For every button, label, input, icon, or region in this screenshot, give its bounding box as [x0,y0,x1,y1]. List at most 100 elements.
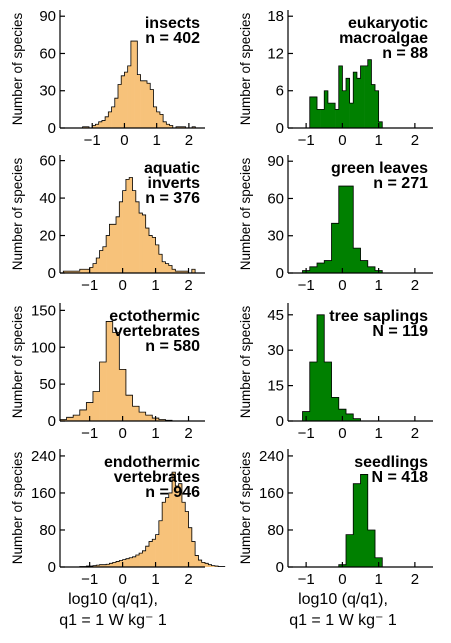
histogram-bar [98,121,103,128]
panel-6: 0 80 160 240 −1 0 1 2 Number of species endotherm… [10,448,226,588]
histogram-bar [360,260,369,273]
x-tick-label: −1 [81,425,98,442]
histogram-bar [96,258,100,273]
x-tick-label: 0 [118,277,126,294]
y-tick-label: 45 [267,307,284,324]
histogram-bar [158,419,166,421]
histogram-bar [181,502,186,567]
panel-label: n = 271 [373,175,428,192]
x-tick-label: 1 [151,277,159,294]
histogram-bar [331,397,340,421]
histogram-bar [178,483,183,567]
y-tick-label: 30 [267,342,284,359]
histogram-bar [92,565,97,567]
x-tick-label: 0 [120,132,128,149]
y-axis-label: Number of species [238,305,253,418]
histogram-bar [96,565,100,567]
histogram-bar [82,126,87,128]
histogram-bar [367,529,376,567]
histogram-bar [86,269,90,273]
panel-label: n = 402 [145,30,200,47]
panel-label: aquatic [144,160,200,177]
histogram-bar [63,271,67,273]
y-tick-label: 18 [267,8,284,25]
histogram-bar [135,201,140,273]
y-tick-label: 12 [267,45,284,62]
histogram-bar [79,269,84,273]
histogram-bar [66,417,74,421]
x-tick-label: 2 [411,425,419,442]
histogram-bar [69,271,74,273]
histogram-bar [169,125,174,128]
histogram-bar [139,553,143,567]
histogram-bar [185,271,189,273]
histogram-bar [338,65,343,128]
histogram-bar [134,41,138,128]
histogram-bar [125,179,130,273]
histogram-bar [192,126,196,128]
y-axis-label: Number of species [238,157,253,270]
histogram-bar [198,560,203,567]
histogram-bar [155,534,160,567]
histogram-bar [181,271,186,273]
histogram-bar [148,541,153,567]
y-tick-label: 30 [267,228,284,245]
histogram-bar [118,84,122,128]
panel-3: 0 30 60 90 −1 0 1 2 Number of species green leave… [238,153,433,294]
histogram-bar [145,415,153,421]
y-tick-label: 80 [39,522,56,539]
histogram-bar [60,419,67,421]
x-tick-label: 2 [411,571,419,588]
histogram-bar [95,124,99,128]
histogram-bar [150,89,154,128]
histogram-bar [106,321,114,421]
x-tick-label: −1 [84,132,101,149]
histogram-bar [101,120,106,128]
histogram-bar [137,74,141,128]
histogram-bar [122,190,127,273]
x-tick-label: 2 [184,571,192,588]
y-axis-label: Number of species [238,12,253,125]
histogram-bar [122,559,127,567]
histogram-bar [346,534,354,567]
x-tick-label: 0 [338,425,346,442]
histogram-bar [168,492,173,567]
histogram-bar [353,72,358,128]
histogram-bar [205,563,209,567]
histogram-bar [360,474,369,567]
x-tick-label: −1 [81,277,98,294]
panel-label: ectothermic [109,308,200,325]
histogram-bar [214,566,219,567]
histogram-bar [176,126,180,128]
y-tick-label: 90 [39,8,56,25]
histogram-bar [338,186,347,273]
histogram-bar [119,369,127,422]
x-tick-label: −1 [298,425,315,442]
histogram-bar [309,96,314,128]
y-tick-label: 0 [48,559,56,576]
x-tick-label: 2 [411,132,419,149]
histogram-bar [367,266,376,273]
histogram-bar [145,228,150,273]
histogram-bar [106,564,110,567]
y-tick-label: 60 [39,45,56,62]
histogram-bar [142,214,146,273]
histogram-bar [162,261,166,273]
y-axis-label: Number of species [10,12,25,125]
panel-2: 0 20 40 60 −1 0 1 2 Number of species aquaticinve… [10,153,205,294]
histogram-bar [112,332,120,421]
histogram-bar [353,483,361,567]
histogram-bar [353,418,361,421]
y-tick-label: 0 [48,413,56,430]
y-axis-label: Number of species [10,157,25,270]
panel-label: endothermic [104,454,200,471]
y-axis-label: Number of species [238,451,253,564]
histogram-bar [335,109,340,128]
histogram-bar [175,271,179,273]
y-tick-label: 240 [31,448,56,465]
x-tick-label: 0 [118,425,126,442]
histogram-bar [89,267,94,273]
histogram-bar [353,248,361,273]
histogram-outline [59,321,173,421]
